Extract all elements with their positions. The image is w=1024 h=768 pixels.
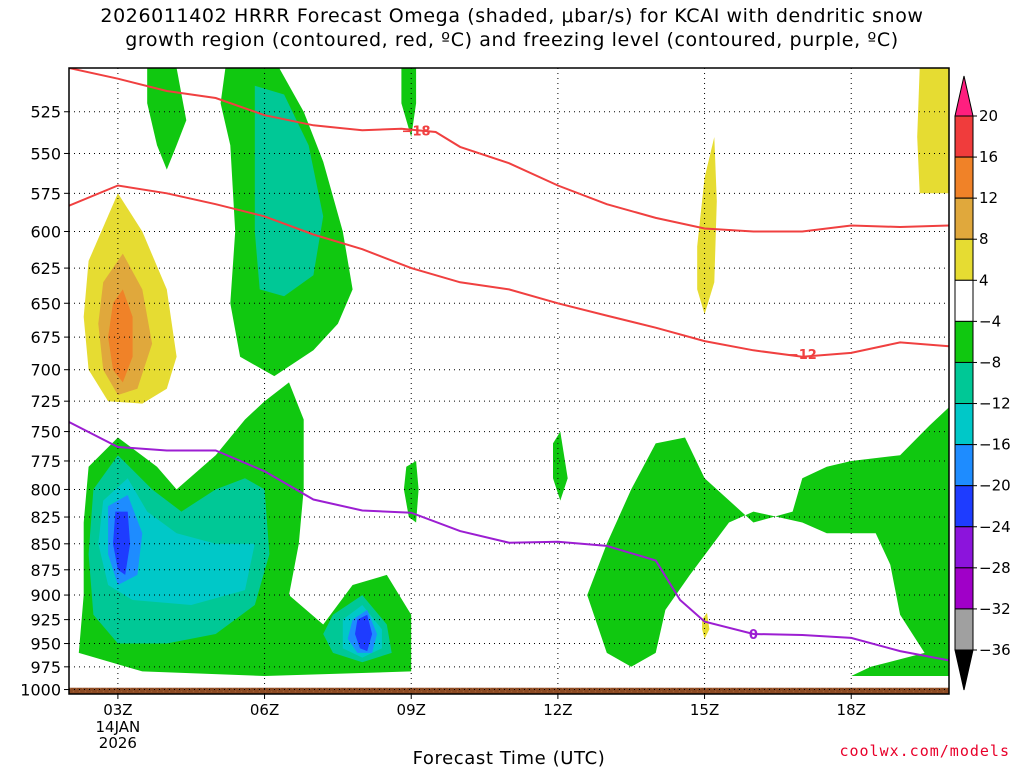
omega-region-6 bbox=[108, 289, 133, 383]
x-tick-label-09Z: 09Z bbox=[397, 701, 426, 719]
plot-area bbox=[69, 68, 949, 694]
chart-title-line-2: growth region (contoured, red, ºC) and f… bbox=[125, 29, 899, 51]
colorbar-label-11: −28 bbox=[979, 559, 1011, 577]
contour-line-2 bbox=[69, 421, 949, 662]
y-tick-label-925: 925 bbox=[30, 611, 61, 630]
y-tick-label-725: 725 bbox=[30, 392, 61, 411]
omega-region-18 bbox=[587, 407, 949, 676]
colorbar-label-10: −24 bbox=[979, 518, 1011, 536]
colorbar-arrow-top bbox=[954, 75, 974, 117]
y-tick-label-1000: 1000 bbox=[20, 681, 61, 700]
y-tick-label-825: 825 bbox=[30, 508, 61, 527]
colorbar-label-7: −12 bbox=[979, 395, 1011, 413]
y-tick-label-625: 625 bbox=[30, 259, 61, 278]
colorbar-label-12: −32 bbox=[979, 600, 1011, 618]
site-credit: coolwx.com/models bbox=[839, 742, 1010, 760]
x-tick-label-03Z: 03Z bbox=[103, 701, 132, 719]
y-tick-label-675: 675 bbox=[30, 328, 61, 347]
y-tick-label-600: 600 bbox=[30, 222, 61, 241]
axes: 525 550 575 600 625 650 675 700 725 750 775 800 825 8… bbox=[20, 103, 866, 752]
colorbar-box--36--32 bbox=[954, 608, 974, 651]
omega-region-0 bbox=[147, 68, 187, 170]
colorbar-box-16-20 bbox=[954, 115, 974, 158]
x-tick-label-06Z: 06Z bbox=[250, 701, 279, 719]
plot-frame bbox=[68, 67, 950, 695]
colorbar-box-8-12 bbox=[954, 197, 974, 240]
colorbar-box--8--4 bbox=[954, 320, 974, 363]
x-tick-sublabel-0: 14JAN bbox=[96, 718, 141, 736]
colorbar-box--24--20 bbox=[954, 485, 974, 528]
gridlines bbox=[69, 68, 949, 694]
omega-region-20 bbox=[917, 68, 949, 194]
x-tick-sublabel-1: 2026 bbox=[99, 734, 137, 752]
x-tick-label-18Z: 18Z bbox=[837, 701, 866, 719]
colorbar-box--4-4 bbox=[954, 279, 974, 322]
colorbar-label-0: 20 bbox=[979, 107, 998, 125]
y-tick-label-775: 775 bbox=[30, 452, 61, 471]
colorbar-box--32--28 bbox=[954, 567, 974, 610]
y-tick-label-800: 800 bbox=[30, 480, 61, 499]
colorbar-label-5: −4 bbox=[979, 312, 1001, 330]
y-tick-label-525: 525 bbox=[30, 103, 61, 122]
colorbar-box--20--16 bbox=[954, 444, 974, 487]
chart-title-line-1: 2026011402 HRRR Forecast Omega (shaded, … bbox=[100, 5, 924, 27]
contour-line-0 bbox=[69, 68, 949, 233]
omega-region-16 bbox=[403, 461, 419, 523]
colorbar-arrow-bottom bbox=[954, 649, 974, 691]
omega-region-15 bbox=[355, 614, 373, 652]
colorbar-label-3: 8 bbox=[979, 230, 989, 248]
contour-lines: −18 −12 0 bbox=[69, 68, 949, 662]
y-tick-label-875: 875 bbox=[30, 561, 61, 580]
omega-region-21 bbox=[702, 612, 710, 639]
y-tick-label-650: 650 bbox=[30, 294, 61, 313]
colorbar-box-12-16 bbox=[954, 156, 974, 199]
colorbar-label-4: 4 bbox=[979, 271, 989, 289]
colorbar: 20 16 12 8 4 −4 −8 −12 −16 −20 −24 −28 −32 −36 bbox=[954, 75, 1011, 691]
colorbar-label-2: 12 bbox=[979, 189, 998, 207]
y-tick-label-900: 900 bbox=[30, 586, 61, 605]
y-tick-label-700: 700 bbox=[30, 361, 61, 380]
contour-label-1: −12 bbox=[788, 348, 817, 363]
omega-region-19 bbox=[697, 137, 717, 315]
omega-region-11 bbox=[113, 511, 131, 575]
colorbar-label-13: −36 bbox=[979, 641, 1011, 659]
colorbar-box--12--8 bbox=[954, 361, 974, 405]
omega-region-17 bbox=[553, 431, 568, 501]
colorbar-box-4-8 bbox=[954, 238, 974, 281]
omega-region-3 bbox=[401, 68, 417, 137]
x-tick-label-12Z: 12Z bbox=[543, 701, 572, 719]
x-axis-label: Forecast Time (UTC) bbox=[413, 748, 606, 768]
y-tick-label-575: 575 bbox=[30, 184, 61, 203]
y-tick-label-975: 975 bbox=[30, 658, 61, 677]
colorbar-label-9: −20 bbox=[979, 477, 1011, 495]
colorbar-box--28--24 bbox=[954, 526, 974, 569]
contour-label-0: −18 bbox=[402, 124, 431, 139]
omega-region-2 bbox=[254, 85, 324, 297]
colorbar-label-1: 16 bbox=[979, 148, 998, 166]
x-tick-label-15Z: 15Z bbox=[690, 701, 719, 719]
colorbar-label-8: −16 bbox=[979, 436, 1011, 454]
colorbar-label-6: −8 bbox=[979, 353, 1001, 371]
y-tick-label-850: 850 bbox=[30, 535, 61, 554]
contour-line-1 bbox=[69, 184, 949, 358]
y-tick-label-950: 950 bbox=[30, 635, 61, 654]
ground-surface bbox=[69, 687, 949, 694]
colorbar-box--16--12 bbox=[954, 403, 974, 446]
contour-label-2: 0 bbox=[749, 628, 758, 643]
y-tick-label-550: 550 bbox=[30, 144, 61, 163]
y-tick-label-750: 750 bbox=[30, 423, 61, 442]
